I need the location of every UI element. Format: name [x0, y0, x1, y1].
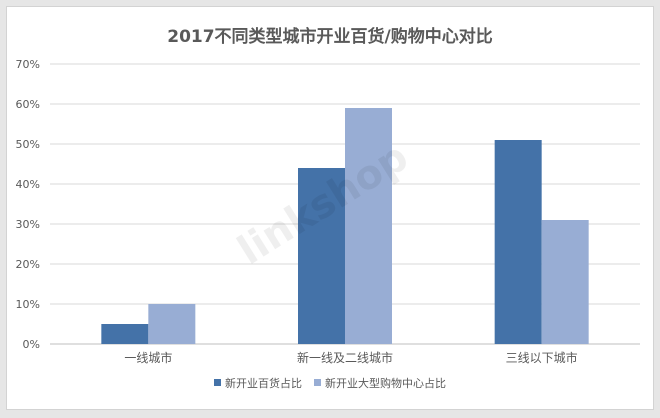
y-tick-label: 50% — [16, 138, 40, 151]
y-tick-label: 40% — [16, 178, 40, 191]
y-axis-ticks: 0% 10% 20% 30% 40% 50% 60% 70% — [16, 58, 40, 351]
bar-1-2 — [541, 220, 589, 344]
y-tick-label: 30% — [16, 218, 40, 231]
bar-0-2 — [494, 140, 542, 344]
chart-title: 2017不同类型城市开业百货/购物中心对比 — [167, 26, 493, 47]
legend-swatch-1 — [314, 379, 321, 386]
x-category-label: 新一线及二线城市 — [297, 350, 393, 365]
bars — [101, 108, 589, 344]
y-tick-label: 0% — [23, 338, 40, 351]
legend-label: 新开业大型购物中心占比 — [325, 376, 446, 390]
x-axis-categories: 一线城市 新一线及二线城市 三线以下城市 — [124, 350, 577, 365]
x-category-label: 一线城市 — [124, 350, 172, 365]
y-tick-label: 10% — [16, 298, 40, 311]
legend-swatch-0 — [214, 379, 221, 386]
x-category-label: 三线以下城市 — [506, 350, 578, 365]
bar-0-1 — [298, 168, 345, 344]
y-tick-label: 70% — [16, 58, 40, 71]
legend-label: 新开业百货占比 — [225, 376, 302, 390]
bar-1-0 — [148, 304, 196, 344]
bar-0-0 — [101, 324, 149, 344]
y-tick-label: 60% — [16, 98, 40, 111]
y-tick-label: 20% — [16, 258, 40, 271]
legend: 新开业百货占比 新开业大型购物中心占比 — [214, 376, 446, 390]
bar-1-1 — [345, 108, 392, 344]
